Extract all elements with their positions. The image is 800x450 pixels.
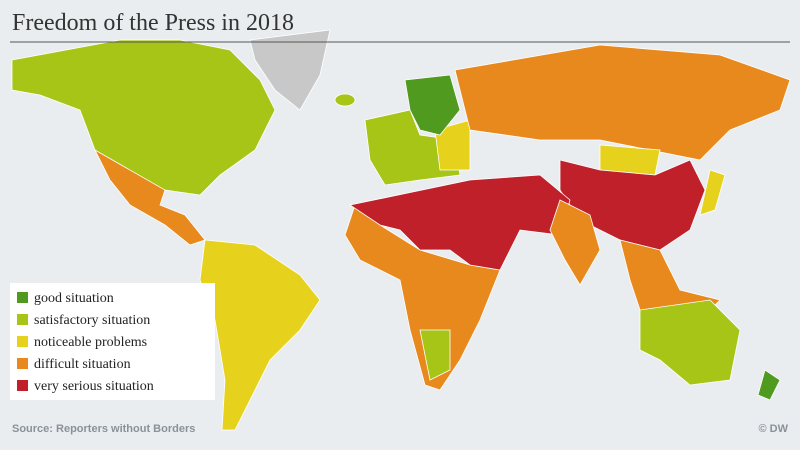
legend-swatch — [17, 358, 28, 369]
legend-swatch — [17, 314, 28, 325]
new-zealand — [757, 369, 781, 401]
legend-label: difficult situation — [34, 357, 131, 372]
source: Source: Reporters without Borders — [12, 423, 195, 435]
greenland — [249, 29, 331, 111]
iceland — [334, 93, 356, 107]
western-europe — [364, 109, 461, 186]
japan — [699, 169, 726, 216]
eastern-europe — [434, 119, 471, 171]
north-africa-middle-east — [348, 174, 571, 271]
southern-africa — [419, 329, 451, 381]
australia — [639, 299, 741, 386]
india — [549, 199, 601, 286]
credit: © DW — [759, 423, 789, 435]
legend-swatch — [17, 292, 28, 303]
title: Freedom of the Press in 2018 — [12, 10, 294, 36]
legend-box — [10, 283, 215, 400]
legend-label: noticeable problems — [34, 335, 147, 350]
world-map — [11, 29, 791, 431]
legend-swatch — [17, 336, 28, 347]
legend-swatch — [17, 380, 28, 391]
legend-label: satisfactory situation — [34, 313, 150, 328]
legend-label: very serious situation — [34, 379, 154, 394]
africa — [344, 204, 501, 391]
legend-label: good situation — [34, 291, 114, 306]
nordics — [404, 74, 461, 136]
north-america — [11, 39, 276, 201]
legend: good situation satisfactory situation noti… — [17, 291, 154, 394]
russia — [454, 44, 791, 161]
mexico-central-america — [94, 148, 206, 246]
